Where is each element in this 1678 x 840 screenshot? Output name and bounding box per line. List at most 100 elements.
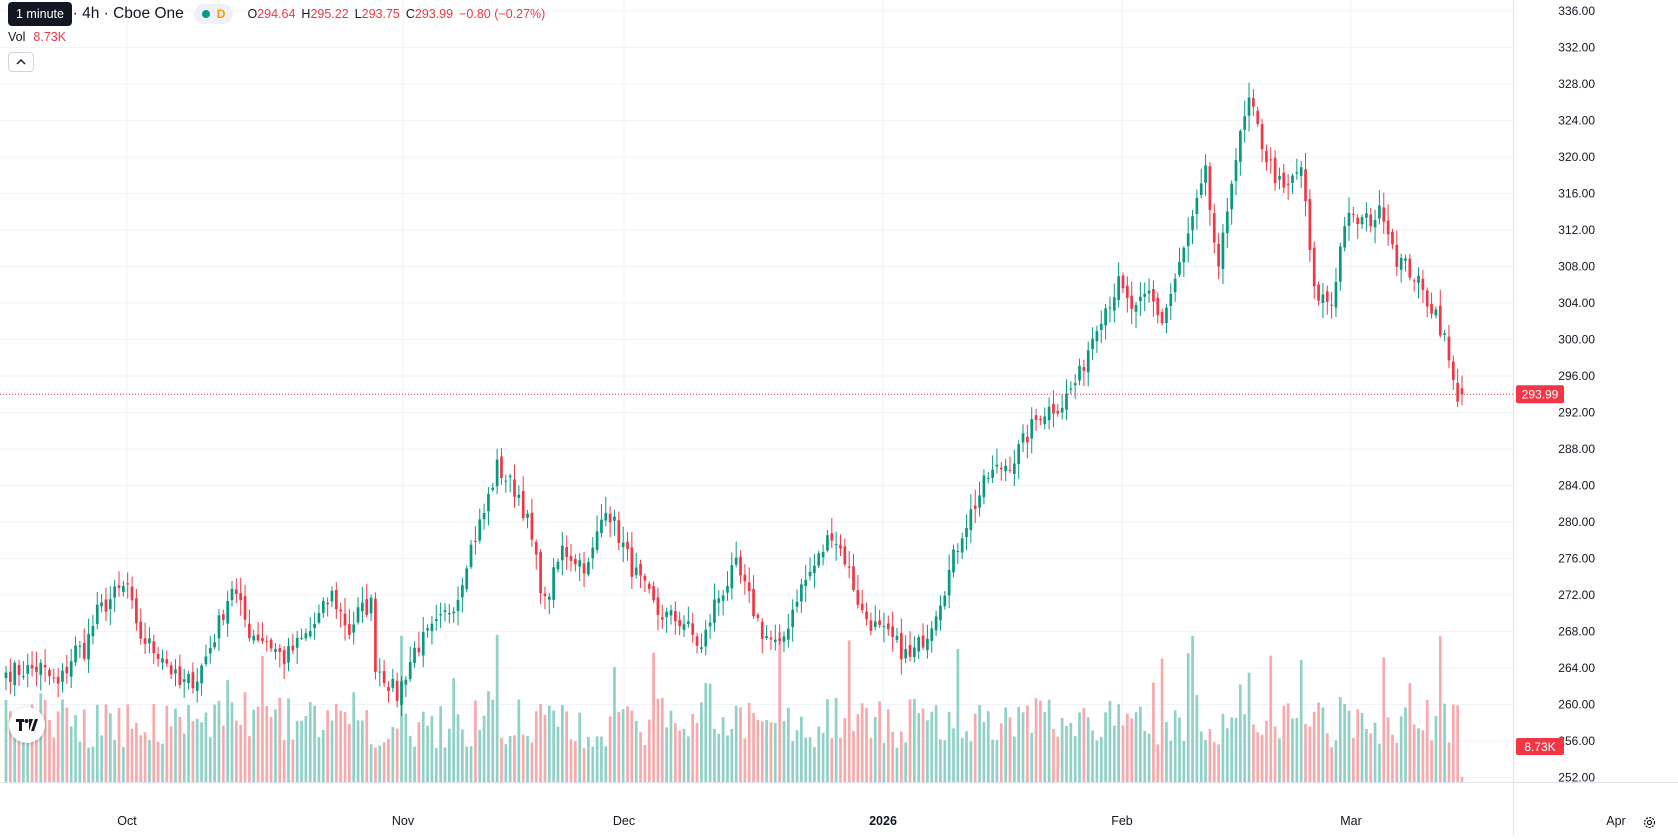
volume-bar bbox=[321, 729, 325, 782]
last-price-badge[interactable] bbox=[1516, 385, 1564, 404]
candle-body bbox=[1351, 214, 1355, 216]
volume-bar bbox=[752, 712, 755, 782]
y-tick-label: 288.00 bbox=[1558, 442, 1595, 456]
volume-bar bbox=[813, 747, 816, 782]
volume-bar bbox=[256, 706, 260, 782]
volume-bar bbox=[1230, 717, 1233, 782]
time-axis[interactable]: Oct Nov Dec 2026 Feb Mar Apr bbox=[0, 782, 1678, 829]
candle-body bbox=[895, 635, 899, 641]
candle-body bbox=[565, 547, 569, 558]
volume-bar bbox=[74, 715, 77, 782]
candle-body bbox=[1369, 214, 1373, 227]
tradingview-logo-button[interactable] bbox=[9, 707, 45, 743]
volume-bar bbox=[8, 711, 12, 782]
candle-body bbox=[1112, 297, 1116, 311]
volume-bar bbox=[356, 720, 360, 782]
market-status-pill[interactable]: D bbox=[193, 4, 234, 24]
price-axis[interactable]: 252.00 256.00 260.00 264.00 268.00 272.00 276.… bbox=[1513, 0, 1596, 835]
candle-body bbox=[1291, 175, 1294, 183]
volume-bar bbox=[261, 656, 264, 782]
volume-bar bbox=[1378, 743, 1381, 782]
candle-body bbox=[899, 633, 903, 660]
volume-bar bbox=[660, 698, 664, 782]
low-label: L bbox=[354, 7, 362, 21]
volume-bar bbox=[243, 692, 247, 782]
volume-bar bbox=[482, 715, 486, 782]
volume-bar bbox=[656, 698, 660, 782]
volume-bar bbox=[1312, 711, 1316, 782]
volume-bar bbox=[643, 744, 647, 782]
volume-bar bbox=[248, 736, 251, 782]
volume-bar bbox=[135, 722, 138, 782]
volume-bar bbox=[278, 697, 282, 782]
volume-bar bbox=[1212, 742, 1216, 782]
candle-body bbox=[130, 586, 134, 601]
candle-body bbox=[965, 527, 968, 538]
candle-body bbox=[691, 623, 695, 635]
candle-body bbox=[1299, 167, 1303, 177]
candle-body bbox=[274, 649, 277, 652]
candle-body bbox=[104, 599, 108, 612]
candle-body bbox=[426, 628, 429, 631]
volume-bar bbox=[765, 720, 768, 782]
candle-body bbox=[1012, 463, 1016, 474]
chart-settings-button[interactable] bbox=[1639, 812, 1659, 832]
volume-bar bbox=[795, 730, 799, 782]
volume-bar bbox=[1399, 716, 1403, 782]
volume-bar bbox=[313, 705, 316, 782]
volume-bar bbox=[348, 723, 351, 782]
volume-bar bbox=[174, 708, 177, 782]
volume-bar bbox=[1265, 720, 1268, 782]
candle-body bbox=[704, 629, 708, 647]
collapse-legend-button[interactable] bbox=[8, 52, 34, 72]
volume-bar bbox=[1460, 776, 1464, 782]
volume-bar bbox=[352, 692, 356, 782]
volume-bar bbox=[721, 717, 725, 782]
volume-bar bbox=[13, 736, 17, 782]
volume-bar bbox=[1408, 683, 1412, 782]
volume-bar bbox=[669, 710, 673, 782]
candle-body bbox=[904, 648, 908, 659]
volume-bar bbox=[630, 710, 634, 782]
volume-bar bbox=[30, 704, 34, 782]
candle-body bbox=[660, 617, 664, 620]
volume-bar bbox=[1412, 724, 1416, 782]
high-label: H bbox=[301, 7, 311, 21]
candle-body bbox=[400, 681, 403, 705]
volume-bar bbox=[817, 726, 821, 782]
candle-body bbox=[973, 505, 977, 509]
candle-body bbox=[56, 676, 60, 684]
candle-body bbox=[269, 639, 273, 649]
volume-bar bbox=[634, 721, 638, 782]
open-value: 294.64 bbox=[257, 7, 296, 21]
volume-bar bbox=[182, 733, 186, 782]
candle-body bbox=[795, 601, 799, 607]
candle-body bbox=[1165, 307, 1168, 324]
volume-bar bbox=[461, 729, 464, 782]
volume-bar bbox=[1425, 699, 1429, 782]
candle-body bbox=[1399, 258, 1403, 270]
volume-bar bbox=[221, 725, 225, 782]
volume-bar bbox=[317, 737, 321, 782]
volume-bar bbox=[860, 703, 864, 782]
volume-bar bbox=[1199, 731, 1203, 782]
y-tick-label: 328.00 bbox=[1558, 77, 1595, 91]
candle-body bbox=[1338, 246, 1342, 282]
volume-bar bbox=[300, 720, 303, 782]
volume-bar bbox=[1243, 714, 1247, 782]
candle-body bbox=[1130, 295, 1134, 309]
candle-body bbox=[1139, 296, 1142, 302]
last-volume-badge[interactable] bbox=[1516, 738, 1564, 755]
volume-bar bbox=[873, 716, 877, 782]
candle-body bbox=[87, 633, 90, 660]
candle-body bbox=[1121, 275, 1125, 289]
volume-bar bbox=[800, 716, 803, 782]
candle-body bbox=[1099, 323, 1103, 330]
candle-body bbox=[417, 647, 421, 653]
candle-body bbox=[365, 599, 369, 615]
volume-bar bbox=[269, 717, 273, 782]
candle-body bbox=[391, 678, 395, 688]
volume-bar bbox=[452, 678, 456, 782]
